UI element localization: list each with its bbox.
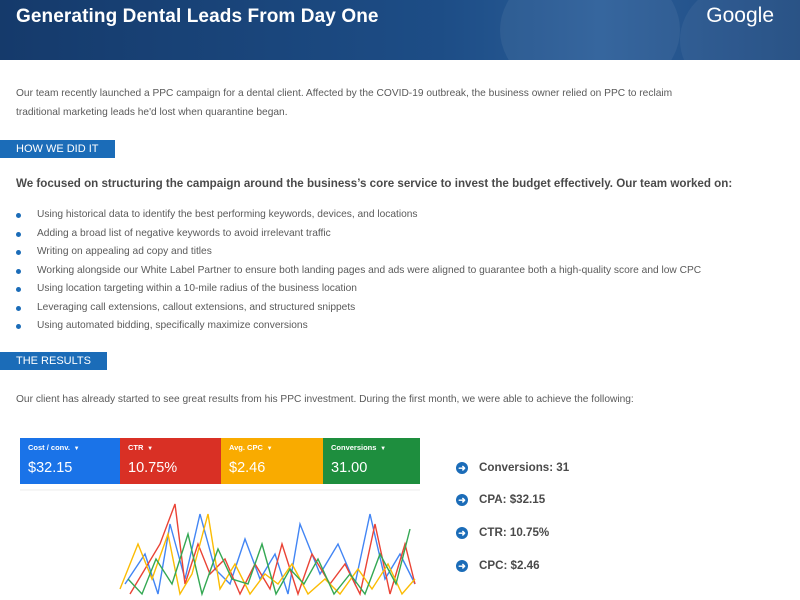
metric-tile-conversions: Conversions ▼ 31.00 [323,438,420,484]
list-item-text: Adding a broad list of negative keywords… [37,227,331,239]
metric-tile-value: 31.00 [331,460,368,476]
list-item: Using automated bidding, specifically ma… [16,317,701,336]
arrow-right-icon: ➜ [456,527,468,539]
arrow-right-icon: ➜ [456,494,468,506]
bullet-dot [16,213,21,218]
page-title: Generating Dental Leads From Day One [16,6,379,27]
metric-tile-label: Cost / conv. ▼ [28,443,80,452]
ads-dashboard-screenshot: Cost / conv. ▼ $32.15 CTR ▼ 10.75% Avg. … [20,438,420,600]
intro-paragraph: Our team recently launched a PPC campaig… [16,88,673,118]
list-item-text: Using historical data to identify the be… [37,209,418,220]
results-paragraph: Our client has already started to see gr… [16,394,634,405]
list-item: Writing on appealing ad copy and titles [16,243,701,262]
bullet-dot [16,324,21,329]
bullet-dot [16,250,21,255]
list-item: Using historical data to identify the be… [16,206,701,225]
metric-tile-value: $32.15 [28,460,73,476]
metric-tile-avg-cpc: Avg. CPC ▼ $2.46 [221,438,323,484]
metric-tile-value: 10.75% [128,460,178,476]
page-header: Generating Dental Leads From Day One Goo… [0,0,800,60]
stat-text: Conversions: 31 [479,461,570,474]
list-item-text: Using location targeting within a 10-mil… [37,283,357,294]
list-item-text: Using automated bidding, specifically ma… [37,320,308,331]
series-line-conversions [127,528,411,597]
list-item-text: Leveraging call extensions, callout exte… [37,301,356,313]
stat-text: CPA: $32.15 [479,493,546,506]
metric-tile-cost-conv: Cost / conv. ▼ $32.15 [20,438,120,484]
bullet-dot [16,305,21,311]
metric-tile-label: Avg. CPC ▼ [229,443,273,452]
header-decoration [680,0,800,60]
series-line-avg-cpc [119,513,416,596]
caret-down-icon: ▼ [71,446,80,452]
stat-text: CTR: 10.75% [479,526,550,539]
bullet-dot [16,231,21,237]
list-item: Using location targeting within a 10-mil… [16,280,701,299]
google-logo: Google [706,4,774,27]
header-decoration [500,0,680,60]
arrow-right-icon: ➜ [456,560,468,572]
metric-tile-ctr: CTR ▼ 10.75% [120,438,221,484]
metric-tile-label: Conversions ▼ [331,443,387,452]
caret-down-icon: ▼ [145,446,154,452]
metric-tile-label: CTR ▼ [128,443,154,452]
list-item: Adding a broad list of negative keywords… [16,225,701,244]
caret-down-icon: ▼ [378,446,387,452]
performance-line-chart [20,489,420,597]
list-item: Leveraging call extensions, callout exte… [16,299,701,318]
how-heading: We focused on structuring the campaign a… [16,177,733,190]
bullet-dot [16,287,21,292]
caret-down-icon: ▼ [264,446,273,452]
arrow-right-icon: ➜ [456,462,468,474]
bullet-dot [16,268,21,274]
series-line-cost-conv [124,513,416,595]
list-item-text: Writing on appealing ad copy and titles [37,246,212,257]
series-line-ctr [129,503,416,597]
list-item: Working alongside our White Label Partne… [16,262,701,281]
metric-tile-value: $2.46 [229,460,266,476]
list-item-text: Working alongside our White Label Partne… [37,264,702,276]
stat-text: CPC: $2.46 [479,559,540,572]
section-label-how: HOW WE DID IT [0,140,115,158]
section-label-results: THE RESULTS [0,352,107,370]
bullet-list: Using historical data to identify the be… [16,206,701,336]
